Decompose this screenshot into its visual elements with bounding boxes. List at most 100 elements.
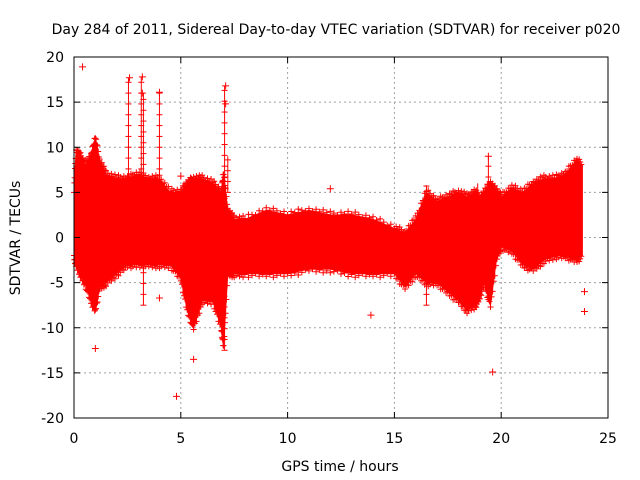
fringe-point-top	[407, 222, 414, 229]
fringe-point-top	[338, 209, 344, 216]
fringe-point-top	[355, 211, 362, 218]
y-tick-label: -15	[41, 366, 64, 382]
fringe-point-bottom	[493, 256, 500, 263]
fringe-point-bottom	[370, 273, 377, 280]
fringe-point-bottom	[212, 308, 219, 315]
outlier-point	[222, 82, 230, 90]
fringe-point-top	[263, 204, 270, 211]
fringe-point-top	[334, 211, 341, 218]
fringe-point-bottom	[489, 288, 496, 295]
fringe-point-bottom	[270, 274, 277, 281]
outlier-point	[222, 100, 230, 108]
outlier-point	[489, 368, 497, 376]
fringe-point-bottom	[215, 318, 222, 325]
fringe-point-bottom	[117, 269, 124, 276]
fringe-point-top	[377, 215, 384, 222]
x-tick-label: 0	[70, 431, 79, 447]
fringe-point-top	[551, 174, 558, 181]
fringe-point-top	[416, 207, 423, 214]
fringe-point-top	[302, 208, 309, 215]
y-tick-label: -5	[50, 276, 64, 292]
fringe-point-top	[387, 221, 394, 228]
fringe-point-top	[194, 174, 201, 181]
fringe-point-bottom	[177, 277, 184, 284]
fringe-point-bottom	[249, 272, 255, 279]
fringe-point-bottom	[120, 267, 127, 274]
fringe-point-bottom	[92, 306, 99, 313]
fringe-point-bottom	[183, 304, 190, 311]
fringe-point-top	[481, 189, 488, 196]
fringe-point-top	[564, 168, 571, 175]
fringe-point-bottom	[464, 310, 471, 317]
fringe-point-top	[345, 208, 352, 215]
fringe-point-top	[211, 178, 218, 185]
fringe-point-top	[270, 205, 277, 212]
fringe-point-bottom	[577, 255, 584, 262]
fringe-point-bottom	[87, 295, 94, 302]
fringe-point-bottom	[366, 271, 373, 278]
fringe-point-bottom	[516, 257, 522, 264]
fringe-point-bottom	[453, 296, 460, 303]
fringe-point-bottom	[220, 342, 227, 349]
y-tick-label: -20	[41, 411, 64, 427]
fringe-point-top	[71, 174, 78, 181]
fringe-point-bottom	[355, 272, 362, 279]
fringe-point-bottom	[104, 279, 111, 286]
fringe-point-top	[309, 208, 316, 215]
fringe-point-bottom	[462, 307, 469, 314]
fringe-point-bottom	[179, 289, 186, 296]
fringe-point-bottom	[273, 272, 280, 279]
fringe-point-bottom	[185, 312, 192, 319]
fringe-point-bottom	[277, 270, 284, 277]
fringe-point-top	[380, 219, 387, 226]
fringe-point-top	[259, 208, 266, 215]
fringe-point-bottom	[83, 287, 90, 294]
fringe-point-top	[384, 222, 391, 229]
fringe-point-bottom	[197, 303, 204, 310]
outlier-point	[138, 73, 146, 81]
fringe-point-top	[320, 206, 327, 213]
fringe-point-top	[295, 206, 302, 213]
fringe-point-top	[215, 183, 222, 190]
fringe-point-bottom	[456, 299, 463, 306]
fringe-point-bottom	[108, 277, 115, 284]
fringe-point-top	[455, 187, 462, 194]
y-tick-label: -10	[41, 321, 64, 337]
fringe-point-bottom	[569, 255, 576, 262]
fringe-point-bottom	[288, 272, 295, 279]
fringe-point-top	[403, 227, 410, 234]
fringe-point-top	[77, 149, 84, 156]
fringe-point-bottom	[73, 263, 80, 270]
fringe-point-bottom	[352, 274, 359, 281]
fringe-point-bottom	[578, 253, 585, 260]
fringe-point-bottom	[468, 307, 475, 314]
fringe-point-bottom	[81, 280, 88, 287]
fringe-points	[71, 135, 585, 349]
fringe-point-bottom	[218, 328, 225, 335]
outlier-point	[177, 172, 185, 180]
fringe-point-bottom	[362, 273, 369, 280]
outlier-point	[79, 63, 87, 71]
outlier-point	[581, 288, 589, 296]
fringe-point-top	[341, 211, 348, 218]
fringe-point-top	[313, 206, 320, 213]
fringe-point-top	[277, 210, 284, 217]
fringe-point-bottom	[330, 268, 337, 275]
fringe-point-bottom	[486, 298, 493, 305]
fringe-point-bottom	[252, 270, 259, 277]
fringe-point-bottom	[530, 267, 537, 274]
fringe-point-bottom	[345, 273, 352, 280]
fringe-point-bottom	[441, 285, 448, 292]
fringe-point-top	[532, 179, 539, 186]
fringe-point-top	[427, 190, 433, 197]
fringe-point-bottom	[176, 273, 183, 280]
fringe-point-top	[88, 150, 95, 157]
fringe-point-top	[373, 217, 380, 224]
fringe-point-top	[330, 210, 337, 217]
fringe-point-bottom	[391, 270, 398, 277]
fringe-point-bottom	[537, 263, 544, 270]
fringe-point-bottom	[259, 271, 266, 278]
fringe-point-bottom	[487, 303, 494, 310]
fringe-point-top	[90, 141, 97, 148]
fringe-point-bottom	[478, 292, 485, 299]
